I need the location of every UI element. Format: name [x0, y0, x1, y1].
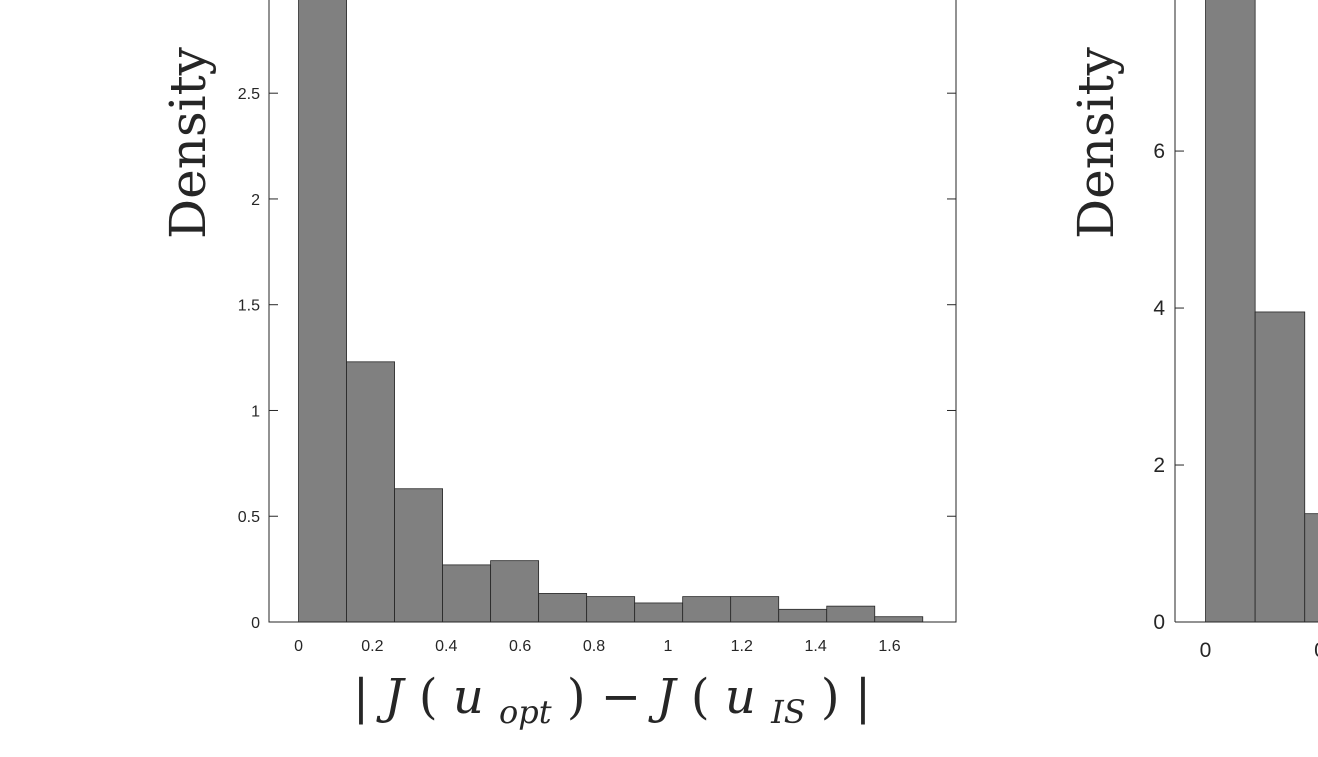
histogram-bar	[1205, 0, 1256, 623]
x-tick-label: 1.6	[878, 638, 900, 655]
y-tick-label: 0	[1153, 611, 1165, 634]
xlabel-paren-close-1: )	[567, 669, 586, 725]
xlabel-open-bar: |	[353, 669, 369, 725]
histogram-bar	[730, 596, 780, 623]
left-plot-frame	[268, 0, 957, 623]
histogram-bar	[1304, 513, 1318, 623]
histogram-bar	[394, 488, 443, 623]
xlabel-sub-is: IS	[770, 693, 806, 731]
x-tick-label: 1.2	[731, 638, 753, 655]
x-tick-label: 0	[1314, 639, 1318, 662]
left-histogram-bars	[298, 0, 924, 623]
xlabel-u1: u	[453, 669, 484, 725]
left-y-axis-label: Density	[159, 46, 217, 239]
xlabel-j1: J	[375, 669, 406, 725]
histogram-bar	[634, 602, 684, 623]
x-tick-label: 0	[1200, 639, 1212, 662]
x-tick-label: 0.2	[361, 638, 383, 655]
y-tick-label: 2.5	[238, 86, 260, 103]
histogram-bar	[586, 596, 636, 623]
histogram-bar	[298, 0, 347, 623]
histogram-bar	[490, 560, 540, 623]
left-x-axis-label: | J ( u opt ) − J ( u IS ) |	[353, 669, 871, 735]
left-x-ticks: 0 0.2 0.4 0.6 0.8 1 1.2 1.4 1.6	[294, 638, 901, 655]
right-y-ticks: 0 2 4 6	[1153, 140, 1184, 634]
xlabel-j2: J	[647, 669, 678, 725]
y-tick-label: 6	[1153, 140, 1165, 163]
xlabel-sub-opt: opt	[499, 693, 552, 731]
xlabel-paren-close-2: )	[821, 669, 840, 725]
xlabel-paren-open-1: (	[419, 669, 438, 725]
y-tick-label: 4	[1153, 297, 1165, 320]
histogram-bar	[826, 605, 876, 623]
x-tick-label: 0.6	[509, 638, 531, 655]
histogram-bar	[682, 596, 732, 623]
right-x-ticks: 00	[1200, 639, 1318, 662]
right-histogram-bars	[1205, 0, 1318, 623]
y-tick-label: 1	[251, 403, 260, 420]
right-y-axis-label: Density	[1067, 46, 1125, 239]
y-tick-label: 0	[251, 615, 260, 632]
left-histogram-panel: 0 0.5 1 1.5 2 2.5 0 0.2 0.4 0.6 0.8 1 1.2 1.4 1.6 Den…	[159, 0, 957, 735]
x-tick-label: 0	[294, 638, 303, 655]
histogram-bar	[778, 608, 828, 623]
x-tick-label: 0.8	[583, 638, 605, 655]
xlabel-u2: u	[725, 669, 756, 725]
y-tick-label: 2	[1153, 454, 1165, 477]
x-tick-label: 1	[663, 638, 672, 655]
y-tick-label: 0.5	[238, 509, 260, 526]
histogram-bar	[442, 564, 492, 623]
xlabel-close-bar: |	[855, 669, 871, 725]
histogram-bar	[538, 593, 588, 623]
histogram-bar	[346, 361, 395, 623]
y-tick-label: 1.5	[238, 298, 260, 315]
y-tick-label: 2	[251, 192, 260, 209]
histogram-bar	[1254, 311, 1306, 623]
histogram-bar	[874, 616, 924, 623]
x-tick-label: 0.4	[435, 638, 457, 655]
xlabel-paren-open-2: (	[691, 669, 710, 725]
left-y-ticks: 0 0.5 1 1.5 2 2.5	[238, 86, 956, 632]
x-tick-label: 1.4	[805, 638, 827, 655]
xlabel-minus: −	[601, 669, 641, 725]
